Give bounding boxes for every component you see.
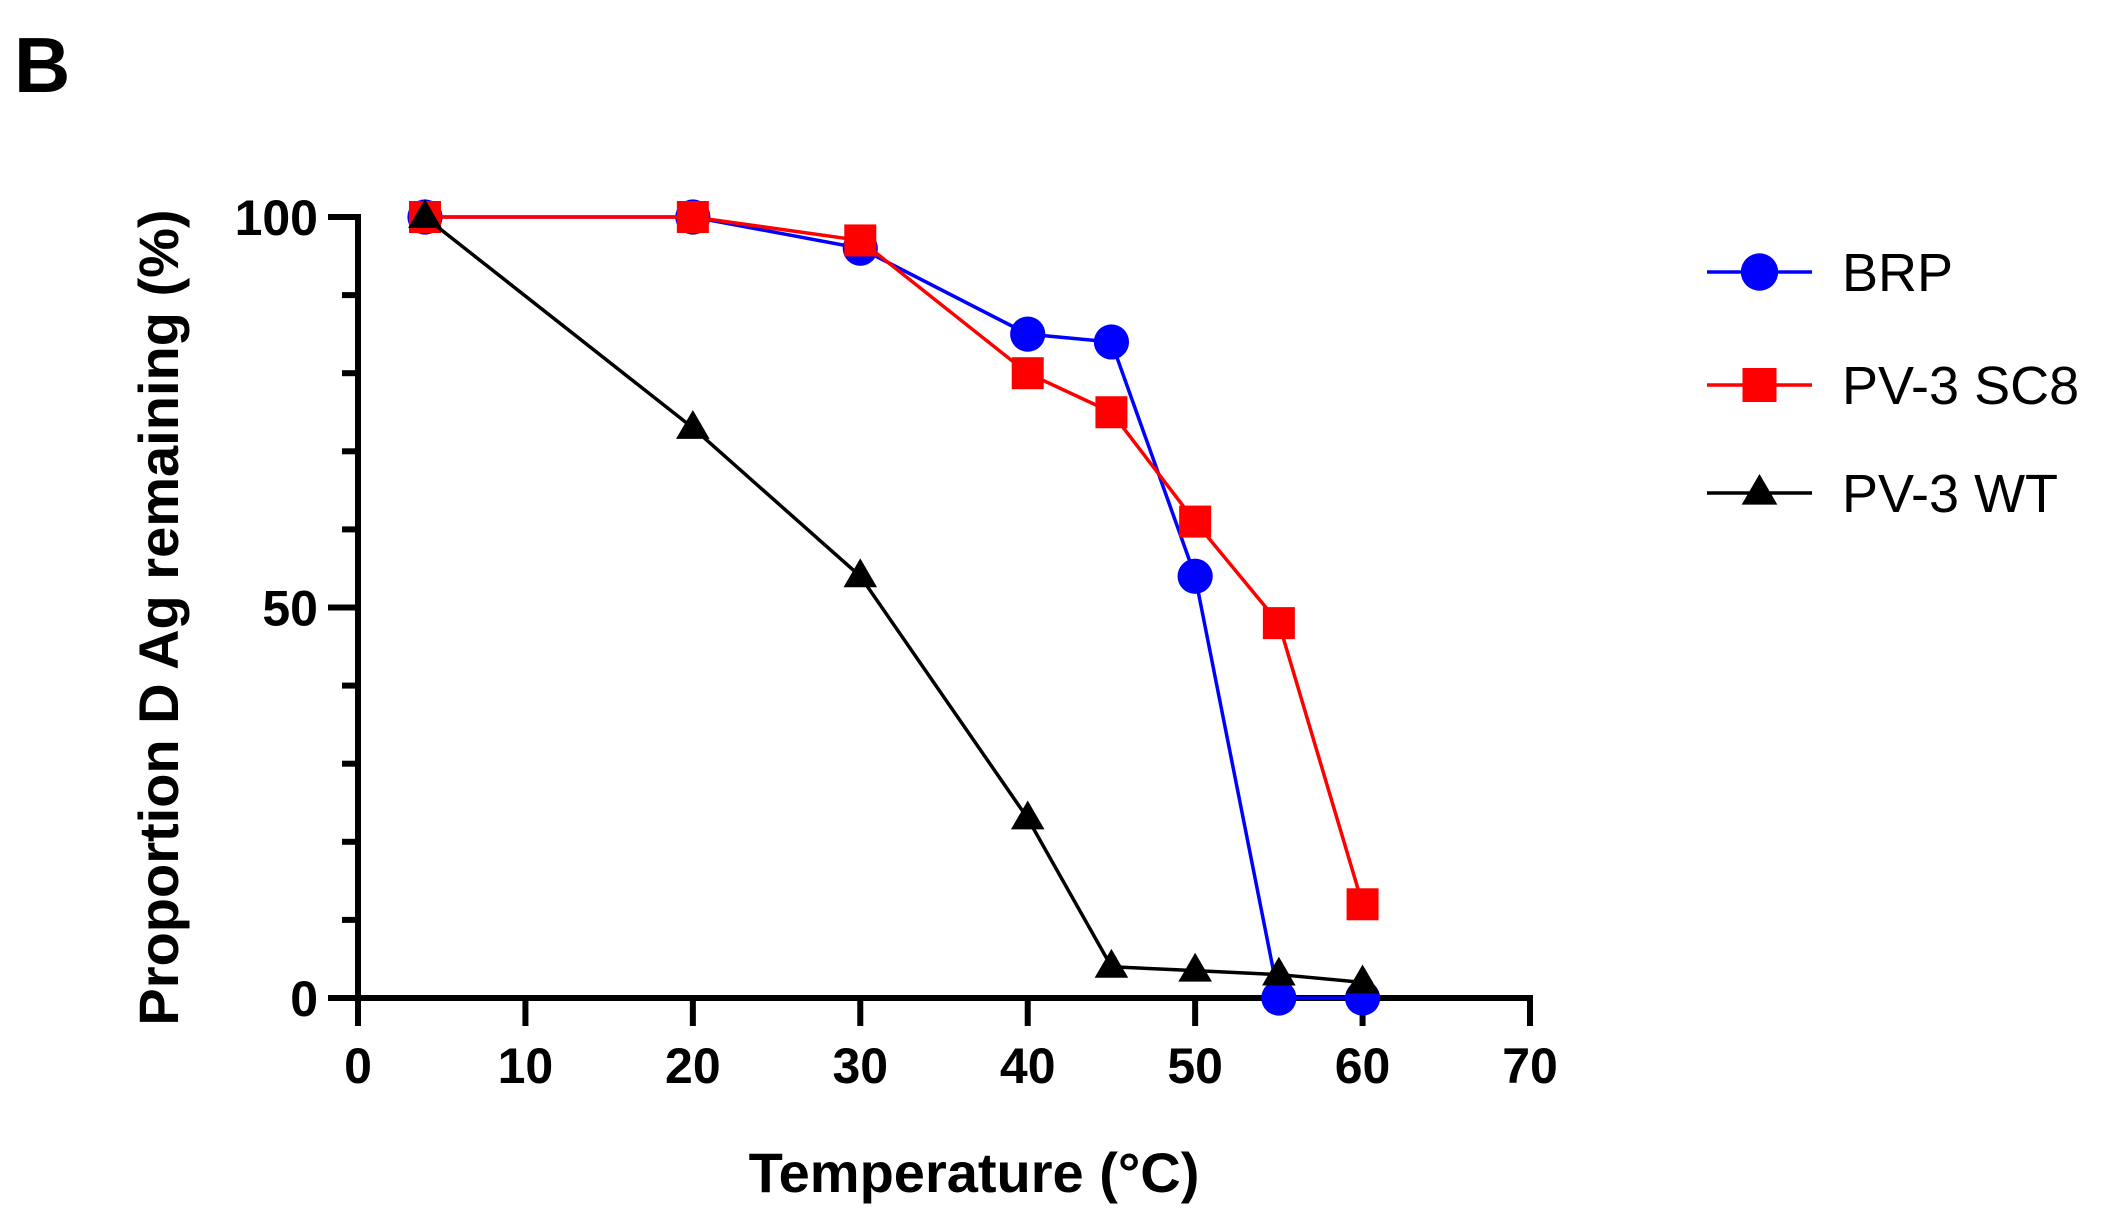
- series-line-pv-3-sc8: [424, 215, 1365, 905]
- axes: 0 10 20 30 40 50 60 70 0 50 100 Temperature (°C) Pro…: [127, 190, 1558, 1204]
- data-point-pv-3-wt: [1345, 964, 1380, 994]
- data-point-pv-3-sc8: [844, 224, 877, 257]
- data-point-pv-3-sc8: [1262, 607, 1295, 640]
- data-point-pv-3-wt: [1178, 952, 1212, 982]
- x-tick-label: 10: [498, 1038, 554, 1094]
- data-point-pv-3-wt: [408, 199, 442, 228]
- x-axis-title: Temperature (°C): [749, 1141, 1200, 1204]
- x-tick-label: 40: [1000, 1038, 1056, 1094]
- data-point-pv-3-sc8: [676, 201, 709, 233]
- series-line-brp: [424, 215, 1363, 1000]
- data-point-pv-3-wt: [1094, 948, 1129, 978]
- legend-item-brp: BRP: [1707, 243, 1953, 303]
- data-point-pv-3-sc8: [1011, 357, 1044, 390]
- legend-item-pv-3-sc8: PV-3 SC8: [1707, 356, 2079, 416]
- legend-label-pv-3-sc8: PV-3 SC8: [1842, 356, 2079, 416]
- panel-label: B: [14, 21, 70, 109]
- y-axis-title: Proportion D Ag remaining (%): [127, 209, 190, 1025]
- legend-marker-brp: [1740, 253, 1779, 291]
- x-tick-label: 50: [1167, 1038, 1223, 1094]
- data-point-pv-3-wt: [1010, 800, 1045, 830]
- data-point-pv-3-sc8: [1095, 396, 1128, 429]
- legend-item-pv-3-wt: PV-3 WT: [1707, 464, 2058, 524]
- series-line-pv-3-wt: [423, 215, 1363, 985]
- x-tick-label: 20: [665, 1038, 721, 1094]
- legend-label-brp: BRP: [1842, 243, 1953, 303]
- x-tick-label: 70: [1502, 1038, 1558, 1094]
- legend-marker-pv-3-sc8: [1742, 368, 1777, 402]
- x-tick-label: 0: [344, 1038, 372, 1094]
- legend-label-pv-3-wt: PV-3 WT: [1842, 464, 2058, 524]
- series-brp: [407, 199, 1381, 1016]
- x-tick-label: 30: [832, 1038, 888, 1094]
- data-point-pv-3-sc8: [1179, 505, 1212, 538]
- y-tick-label: 0: [290, 971, 318, 1027]
- data-point-brp: [1177, 558, 1213, 594]
- data-point-pv-3-sc8: [1346, 888, 1379, 921]
- data-point-pv-3-wt: [676, 410, 710, 439]
- series-pv-3-wt: [408, 199, 1380, 994]
- data-point-pv-3-wt: [843, 558, 878, 588]
- data-series: [407, 199, 1381, 1016]
- legend-marker-pv-3-wt: [1741, 474, 1778, 505]
- data-point-pv-3-wt: [1262, 956, 1296, 986]
- data-point-brp: [1093, 324, 1130, 360]
- y-tick-label: 100: [235, 190, 318, 246]
- series-pv-3-sc8: [408, 201, 1379, 921]
- y-tick-label: 50: [262, 581, 318, 637]
- x-tick-label: 60: [1335, 1038, 1391, 1094]
- legend: BRP PV-3 SC8 PV-3 WT: [1707, 243, 2079, 524]
- data-point-brp: [1010, 316, 1046, 352]
- data-point-brp: [1261, 980, 1297, 1016]
